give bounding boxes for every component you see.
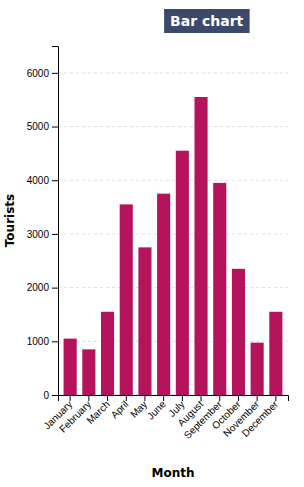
x-tick-label: December [240,398,281,439]
y-axis: 0 1000 2000 3000 4000 5000 6000 [27,47,59,401]
bar [232,269,245,395]
title-group: Bar chart [164,9,250,33]
grid-line [58,126,288,127]
title-background [164,9,250,33]
grid-line [58,180,288,181]
x-tick-mark [70,395,71,401]
x-tick-mark [238,395,239,401]
x-axis-title: Month [151,466,194,480]
y-tick-mark [52,288,58,289]
y-tick: 3000 [27,229,58,240]
y-tick-label: 3000 [27,229,50,240]
bar [64,339,77,395]
bar [269,312,282,395]
y-tick-label: 0 [43,390,49,401]
y-tick: 2000 [27,282,58,293]
y-tick: 0 [43,390,58,401]
grid-line [58,287,288,288]
y-tick-label: 5000 [27,121,50,132]
title: Bar chart [170,13,244,29]
x-tick-mark [201,395,202,401]
y-tick-label: 6000 [27,68,50,79]
y-tick-mark [52,234,58,235]
y-tick: 4000 [27,175,58,186]
y-tick-label: 4000 [27,175,50,186]
x-tick-mark [144,395,145,401]
y-tick-mark [52,127,58,128]
chart-container: 0 1000 2000 3000 4000 5000 6000 JanuaryFebruary… [0,0,304,487]
bars [64,97,283,395]
y-axis-line [52,47,59,396]
bar [101,312,114,395]
bar [213,183,226,395]
bar [176,151,189,395]
grid-line [58,72,288,73]
y-axis-title: Tourists [3,194,17,247]
plot-area: 0 1000 2000 3000 4000 5000 6000 JanuaryFebruary… [27,47,289,441]
x-tick: December [240,395,281,439]
bar [82,349,95,395]
x-tick-label: June [145,398,168,421]
x-tick: April [109,395,131,420]
x-tick-mark [88,395,89,401]
x-tick-mark [257,395,258,401]
bar [195,97,208,395]
y-tick-mark [52,395,58,396]
x-tick-mark [107,395,108,401]
x-tick-mark [126,395,127,401]
x-tick-label: April [109,399,131,421]
bar [138,247,151,395]
x-tick-mark [163,395,164,401]
x-tick-mark [182,395,183,401]
bar [157,194,170,395]
y-tick-label: 1000 [27,336,50,347]
y-tick-mark [52,341,58,342]
bar [251,343,264,395]
grid-line [58,341,288,342]
y-tick-mark [52,180,58,181]
grid-line [58,233,288,234]
x-tick-mark [219,395,220,401]
bar [120,204,133,395]
x-tick: March [84,395,111,426]
grid [58,73,288,395]
x-tick-label: May [128,399,149,420]
y-tick: 1000 [27,336,58,347]
x-tick-mark [275,395,276,401]
x-axis: JanuaryFebruaryMarchAprilMayJuneJulyAugu… [41,395,288,441]
y-tick: 5000 [27,121,58,132]
y-tick-label: 2000 [27,282,50,293]
chart-svg: 0 1000 2000 3000 4000 5000 6000 JanuaryFebruary… [0,0,304,487]
y-tick: 6000 [27,68,58,79]
x-tick: June [145,395,168,422]
y-tick-mark [52,73,58,74]
